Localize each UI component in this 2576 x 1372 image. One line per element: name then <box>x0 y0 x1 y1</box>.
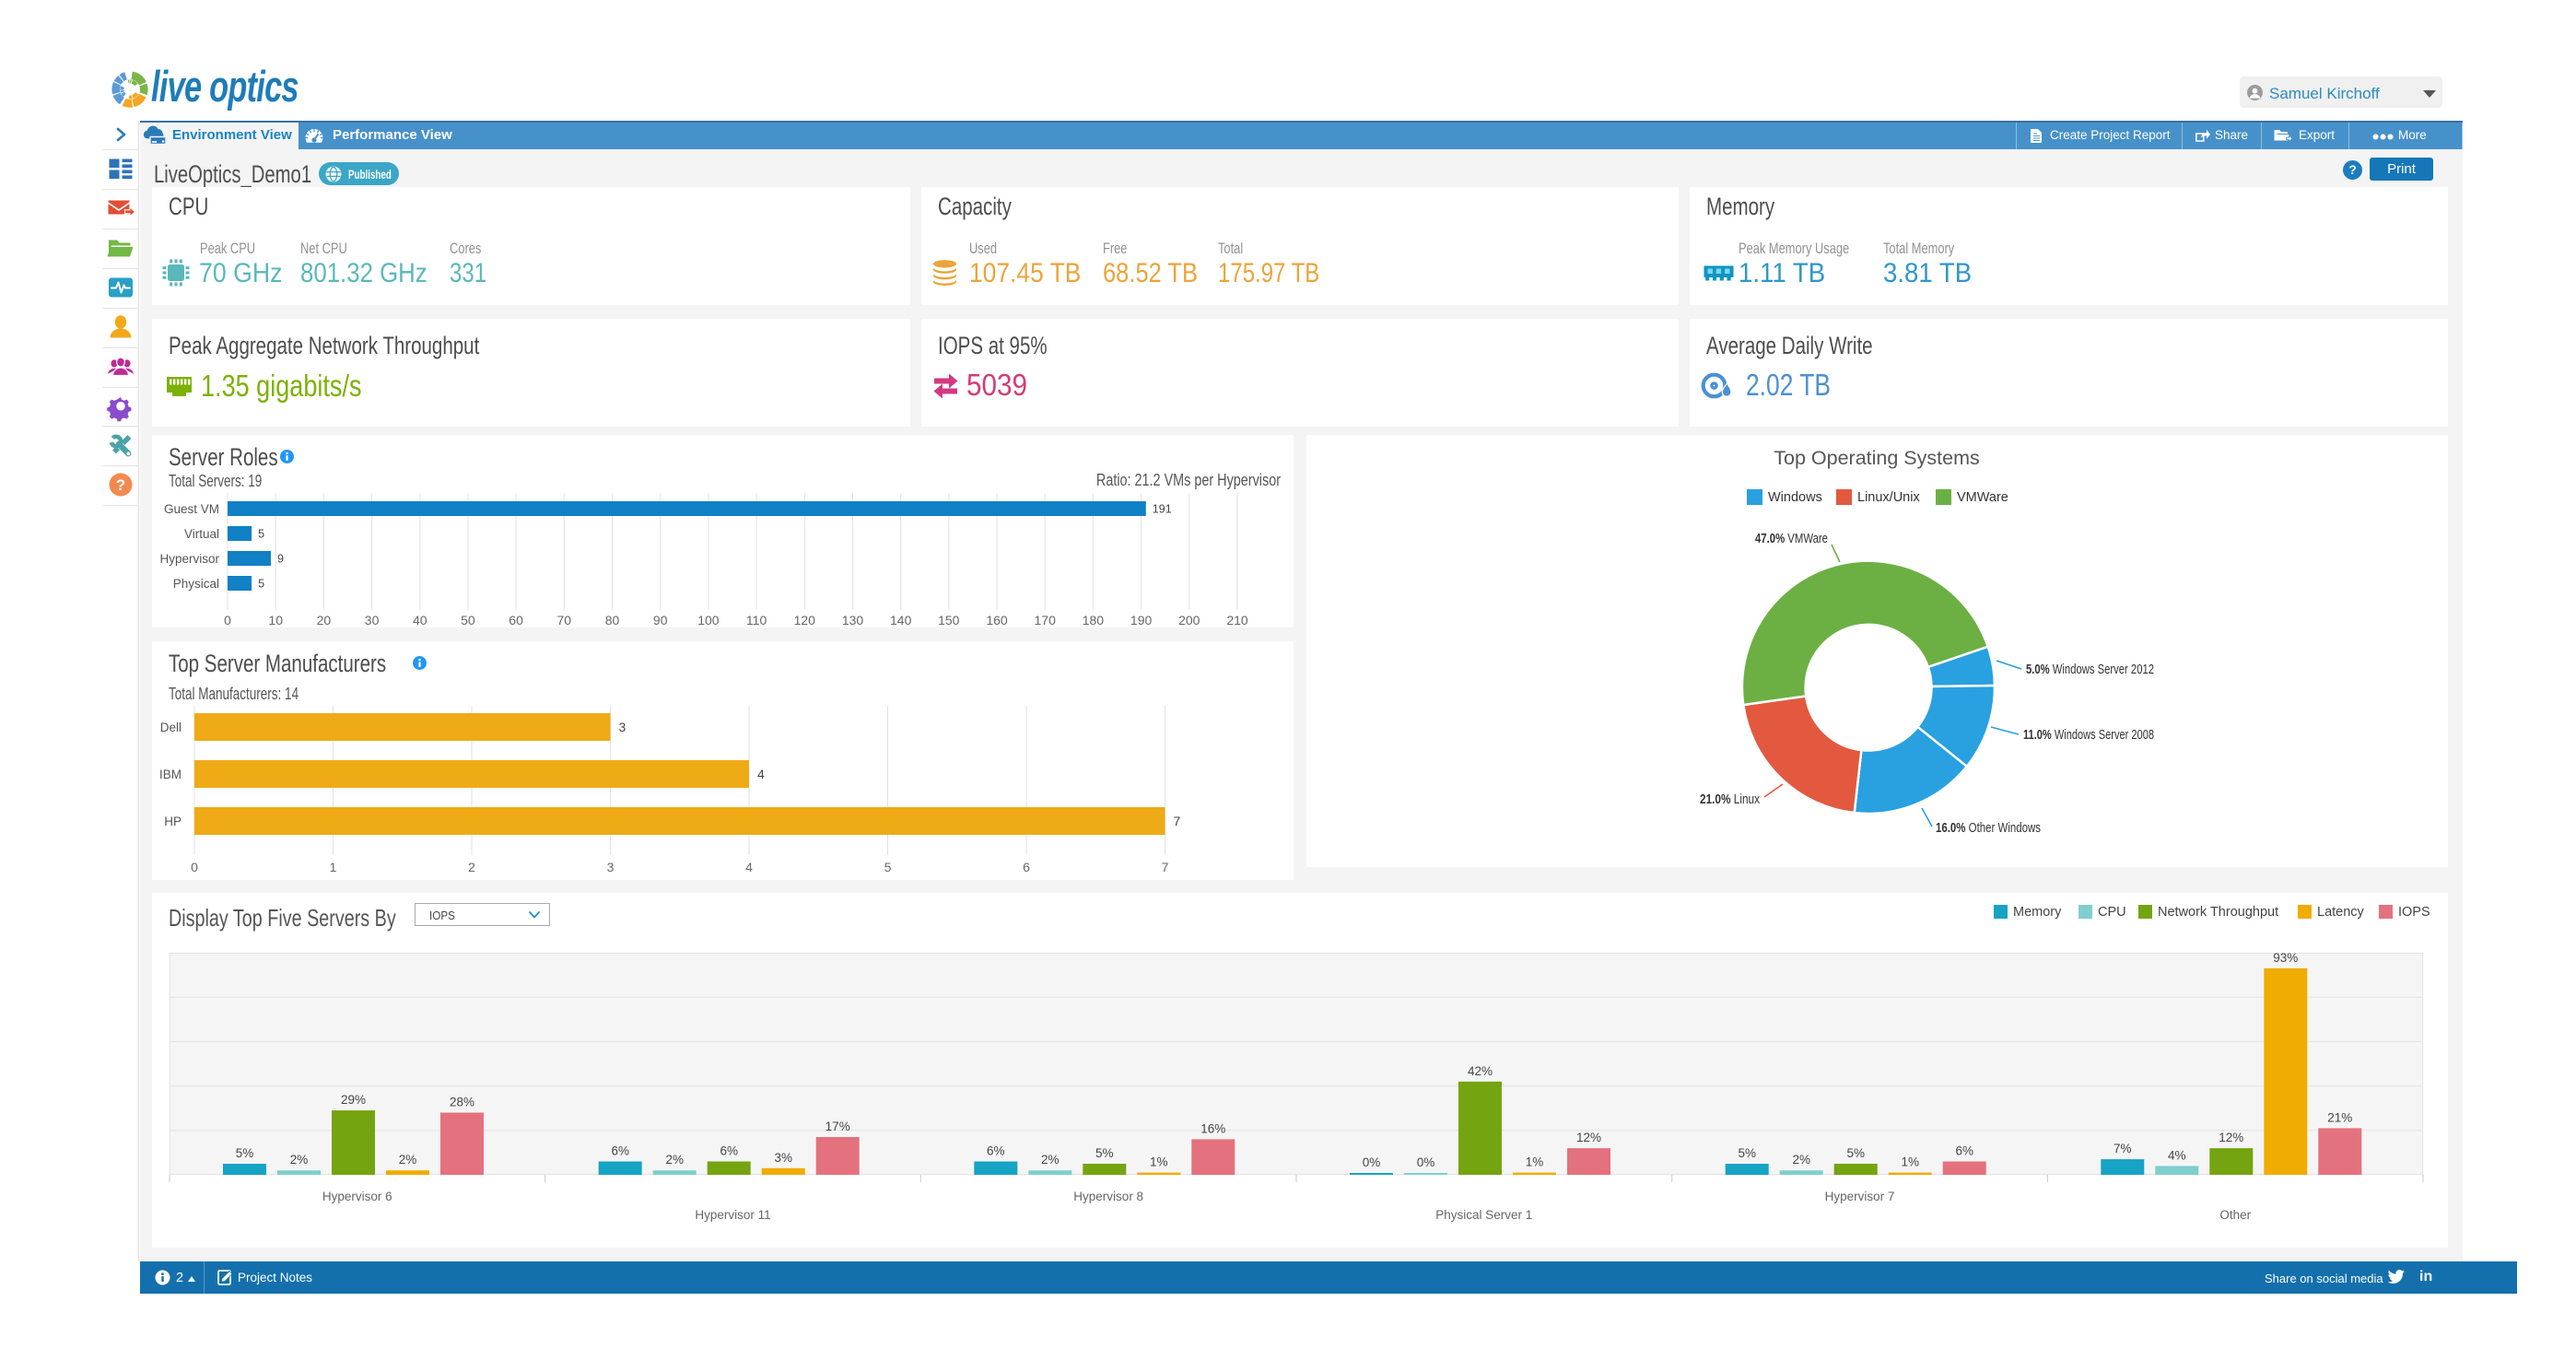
svg-text:0: 0 <box>224 613 231 627</box>
svg-text:?: ? <box>116 476 125 494</box>
svg-text:4: 4 <box>745 860 753 874</box>
svg-text:Guest VM: Guest VM <box>164 502 219 516</box>
svg-text:5%: 5% <box>236 1146 254 1160</box>
svg-text:Physical: Physical <box>173 577 219 591</box>
svg-text:16.0% Other Windows: 16.0% Other Windows <box>1936 821 2041 836</box>
svg-text:9: 9 <box>277 553 284 566</box>
svg-text:0%: 0% <box>1363 1155 1381 1169</box>
svg-text:29%: 29% <box>341 1093 366 1107</box>
svg-text:12%: 12% <box>2219 1131 2243 1144</box>
svg-text:2%: 2% <box>290 1153 309 1167</box>
svg-text:170: 170 <box>1035 613 1057 627</box>
svg-text:28%: 28% <box>450 1096 474 1109</box>
svg-text:50: 50 <box>461 613 475 627</box>
svg-text:6%: 6% <box>1955 1144 1973 1158</box>
svg-text:5: 5 <box>258 578 264 591</box>
svg-text:200: 200 <box>1178 613 1200 627</box>
svg-text:1: 1 <box>330 860 337 874</box>
svg-text:130: 130 <box>842 613 864 627</box>
svg-text:20: 20 <box>317 613 332 627</box>
svg-text:5: 5 <box>258 528 264 541</box>
svg-text:180: 180 <box>1083 613 1105 627</box>
svg-text:11.0% Windows Server 2008: 11.0% Windows Server 2008 <box>2023 728 2154 743</box>
svg-text:12%: 12% <box>1576 1131 1601 1144</box>
svg-text:6%: 6% <box>611 1144 629 1158</box>
svg-text:80: 80 <box>605 613 620 627</box>
svg-text:6%: 6% <box>720 1144 738 1158</box>
svg-text:0%: 0% <box>1417 1155 1435 1169</box>
svg-text:210: 210 <box>1226 613 1248 627</box>
svg-text:40: 40 <box>413 613 427 627</box>
svg-text:2%: 2% <box>665 1153 684 1167</box>
svg-text:5.0% Windows Server 2012: 5.0% Windows Server 2012 <box>2026 663 2154 677</box>
svg-text:21.0% Linux: 21.0% Linux <box>1700 792 1761 807</box>
svg-text:30: 30 <box>365 613 380 627</box>
svg-text:160: 160 <box>986 613 1008 627</box>
svg-text:17%: 17% <box>825 1120 850 1133</box>
svg-text:5%: 5% <box>1095 1146 1114 1160</box>
svg-text:6%: 6% <box>987 1144 1005 1158</box>
svg-text:70: 70 <box>557 613 572 627</box>
svg-text:2%: 2% <box>1041 1153 1060 1167</box>
svg-text:10: 10 <box>268 613 283 627</box>
svg-text:21%: 21% <box>2327 1110 2352 1124</box>
svg-text:93%: 93% <box>2273 951 2298 965</box>
svg-text:Other: Other <box>2219 1208 2251 1222</box>
svg-text:HP: HP <box>164 815 181 828</box>
svg-text:1%: 1% <box>1526 1155 1544 1169</box>
svg-text:7: 7 <box>1174 814 1181 828</box>
svg-text:Hypervisor 11: Hypervisor 11 <box>695 1208 770 1222</box>
svg-text:191: 191 <box>1153 503 1172 516</box>
svg-text:Virtual: Virtual <box>184 527 219 541</box>
svg-text:Hypervisor 7: Hypervisor 7 <box>1825 1190 1895 1203</box>
svg-text:Hypervisor 8: Hypervisor 8 <box>1073 1190 1143 1203</box>
svg-text:3: 3 <box>607 860 615 874</box>
svg-text:3: 3 <box>619 720 626 734</box>
svg-text:4: 4 <box>757 767 765 781</box>
svg-text:Dell: Dell <box>160 721 181 734</box>
svg-text:2%: 2% <box>399 1153 417 1167</box>
svg-text:190: 190 <box>1130 613 1153 627</box>
svg-text:1%: 1% <box>1901 1155 1919 1169</box>
svg-text:100: 100 <box>697 613 720 627</box>
svg-text:120: 120 <box>794 613 816 627</box>
svg-text:1%: 1% <box>1150 1155 1168 1169</box>
svg-text:6: 6 <box>1023 860 1030 874</box>
svg-text:110: 110 <box>746 613 767 627</box>
svg-text:7: 7 <box>1162 860 1169 874</box>
svg-text:4%: 4% <box>2168 1148 2186 1162</box>
svg-text:5%: 5% <box>1738 1146 1756 1160</box>
svg-text:60: 60 <box>509 613 523 627</box>
svg-text:Hypervisor 6: Hypervisor 6 <box>322 1190 392 1203</box>
svg-text:0: 0 <box>191 860 198 874</box>
svg-text:2: 2 <box>468 860 475 874</box>
svg-text:150: 150 <box>938 613 960 627</box>
svg-text:42%: 42% <box>1468 1064 1493 1078</box>
svg-text:5: 5 <box>884 860 892 874</box>
svg-text:Hypervisor: Hypervisor <box>159 552 219 566</box>
svg-text:Physical Server 1: Physical Server 1 <box>1435 1208 1532 1222</box>
svg-text:3%: 3% <box>774 1151 792 1165</box>
svg-text:140: 140 <box>890 613 912 627</box>
svg-text:16%: 16% <box>1200 1121 1225 1135</box>
svg-text:47.0% VMWare: 47.0% VMWare <box>1755 532 1828 546</box>
svg-text:90: 90 <box>653 613 668 627</box>
svg-text:IBM: IBM <box>159 768 181 781</box>
svg-text:2%: 2% <box>1792 1153 1810 1167</box>
svg-text:7%: 7% <box>2113 1142 2132 1155</box>
svg-text:5%: 5% <box>1846 1146 1865 1160</box>
